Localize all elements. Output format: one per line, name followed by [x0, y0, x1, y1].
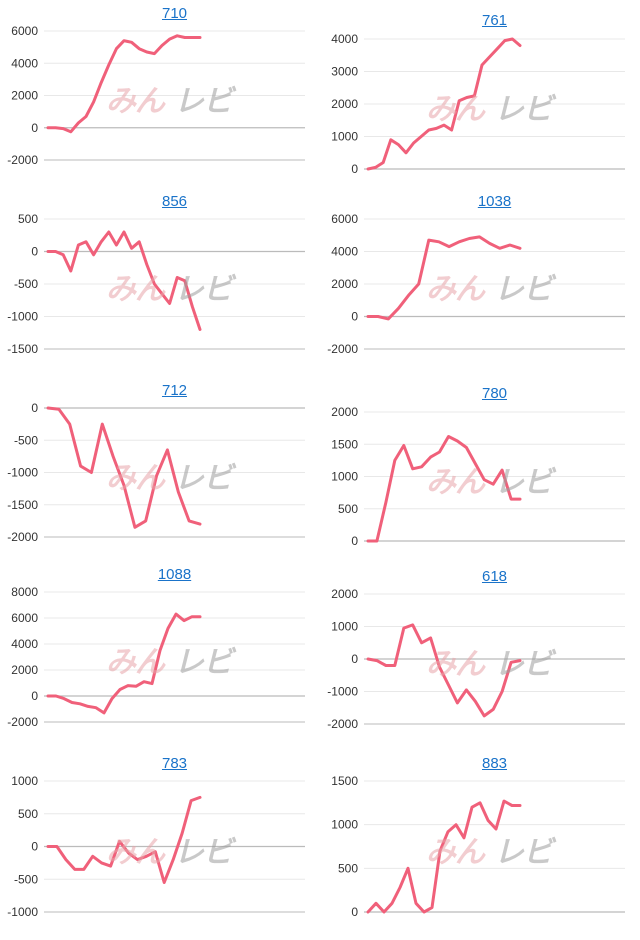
chart-title-link[interactable]: 783: [161, 755, 188, 772]
y-tick-label: 1000: [11, 774, 38, 788]
chart-title-link[interactable]: 856: [161, 193, 188, 210]
chart-panel-712: 712 -2000 -1500 -1000 -500 0 みん レビ: [0, 376, 320, 564]
y-tick-label: -2000: [7, 715, 38, 729]
line-chart: -2000 -1500 -1000 -500 0: [7, 401, 305, 544]
y-tick-label: 2000: [331, 405, 358, 419]
y-tick-label: 500: [18, 807, 38, 821]
line-chart: -1000 -500 0 500 1000: [7, 774, 305, 919]
y-tick-label: -1000: [327, 685, 358, 699]
y-tick-label: 0: [31, 245, 38, 259]
chart-panel-710: 710 -2000 0 2000 4000 6000 みん レビ: [0, 0, 320, 188]
chart-panel-618: 618 -2000 -1000 0 1000 2000 みん レビ: [320, 564, 640, 752]
y-tick-label: -1000: [7, 905, 38, 919]
series-line: [46, 795, 202, 884]
y-tick-label: 500: [338, 502, 358, 516]
y-tick-label: 0: [31, 121, 38, 135]
chart-panel-1088: 1088 -2000 0 2000 4000 6000 8000 みん レビ: [0, 564, 320, 752]
chart-title-link[interactable]: 780: [481, 385, 508, 402]
chart-title-link[interactable]: 618: [481, 568, 508, 585]
line-chart: 0 1000 2000 3000 4000: [331, 32, 625, 176]
y-tick-label: -500: [14, 872, 38, 886]
chart-panel-761: 761 0 1000 2000 3000 4000 みん レビ: [320, 0, 640, 188]
y-tick-label: -1000: [7, 466, 38, 480]
y-tick-label: 0: [31, 840, 38, 854]
y-tick-label: 4000: [11, 637, 38, 651]
y-tick-label: 0: [351, 905, 358, 919]
y-tick-label: 1000: [331, 620, 358, 634]
line-chart: -2000 -1000 0 1000 2000: [327, 587, 625, 731]
chart-panel-856: 856 -1500 -1000 -500 0 500 みん レビ: [0, 188, 320, 376]
chart-panel-883: 883 0 500 1000 1500 みん レビ: [320, 752, 640, 940]
y-tick-label: 1500: [331, 774, 358, 788]
y-tick-label: -500: [14, 277, 38, 291]
y-tick-label: 6000: [11, 24, 38, 38]
series-line: [366, 235, 522, 321]
series-line: [366, 623, 522, 718]
y-tick-label: -2000: [327, 717, 358, 731]
y-tick-label: 1000: [331, 470, 358, 484]
y-tick-label: 1000: [331, 130, 358, 144]
series-line: [366, 435, 522, 543]
y-tick-label: 0: [351, 534, 358, 548]
chart-panel-1038: 1038 -2000 0 2000 4000 6000 みん レビ: [320, 188, 640, 376]
series-line: [46, 406, 202, 529]
y-tick-label: 0: [351, 310, 358, 324]
y-tick-label: -1500: [7, 342, 38, 356]
y-tick-label: 0: [31, 689, 38, 703]
chart-title-link[interactable]: 883: [481, 755, 508, 772]
y-tick-label: -2000: [7, 530, 38, 544]
y-tick-label: 3000: [331, 65, 358, 79]
y-tick-label: -2000: [327, 342, 358, 356]
line-chart: -2000 0 2000 4000 6000 8000: [7, 585, 305, 729]
series-line: [366, 37, 522, 171]
series-line: [46, 230, 202, 331]
y-tick-label: 2000: [11, 663, 38, 677]
y-tick-label: -2000: [7, 153, 38, 167]
series-line: [46, 34, 202, 134]
chart-title-link[interactable]: 710: [161, 5, 188, 22]
y-tick-label: 0: [351, 652, 358, 666]
line-chart: -2000 0 2000 4000 6000: [7, 24, 305, 167]
y-tick-label: 500: [18, 212, 38, 226]
y-tick-label: 8000: [11, 585, 38, 599]
y-tick-label: 6000: [331, 212, 358, 226]
y-tick-label: 4000: [331, 245, 358, 259]
y-tick-label: 2000: [331, 277, 358, 291]
y-tick-label: 0: [31, 401, 38, 415]
line-chart: 0 500 1000 1500 2000: [331, 405, 625, 548]
series-line: [46, 612, 202, 715]
y-tick-label: -500: [14, 433, 38, 447]
y-tick-label: 4000: [11, 56, 38, 70]
line-chart: -2000 0 2000 4000 6000: [327, 212, 625, 356]
y-tick-label: 4000: [331, 32, 358, 46]
chart-panel-783: 783 -1000 -500 0 500 1000 みん レビ: [0, 752, 320, 940]
y-tick-label: 1000: [331, 818, 358, 832]
line-chart: -1500 -1000 -500 0 500: [7, 212, 305, 356]
y-tick-label: 0: [351, 162, 358, 176]
y-tick-label: 6000: [11, 611, 38, 625]
y-tick-label: -1000: [7, 310, 38, 324]
chart-title-link[interactable]: 1088: [157, 566, 192, 583]
y-tick-label: 2000: [331, 587, 358, 601]
y-tick-label: 500: [338, 861, 358, 875]
y-tick-label: 1500: [331, 437, 358, 451]
y-tick-label: 2000: [331, 97, 358, 111]
y-tick-label: -1500: [7, 498, 38, 512]
series-line: [366, 799, 522, 914]
y-tick-label: 2000: [11, 89, 38, 103]
chart-title-link[interactable]: 712: [161, 382, 188, 399]
chart-title-link[interactable]: 1038: [477, 193, 512, 210]
chart-panel-780: 780 0 500 1000 1500 2000 みん レビ: [320, 376, 640, 564]
chart-title-link[interactable]: 761: [481, 12, 508, 29]
line-chart: 0 500 1000 1500: [331, 774, 625, 919]
